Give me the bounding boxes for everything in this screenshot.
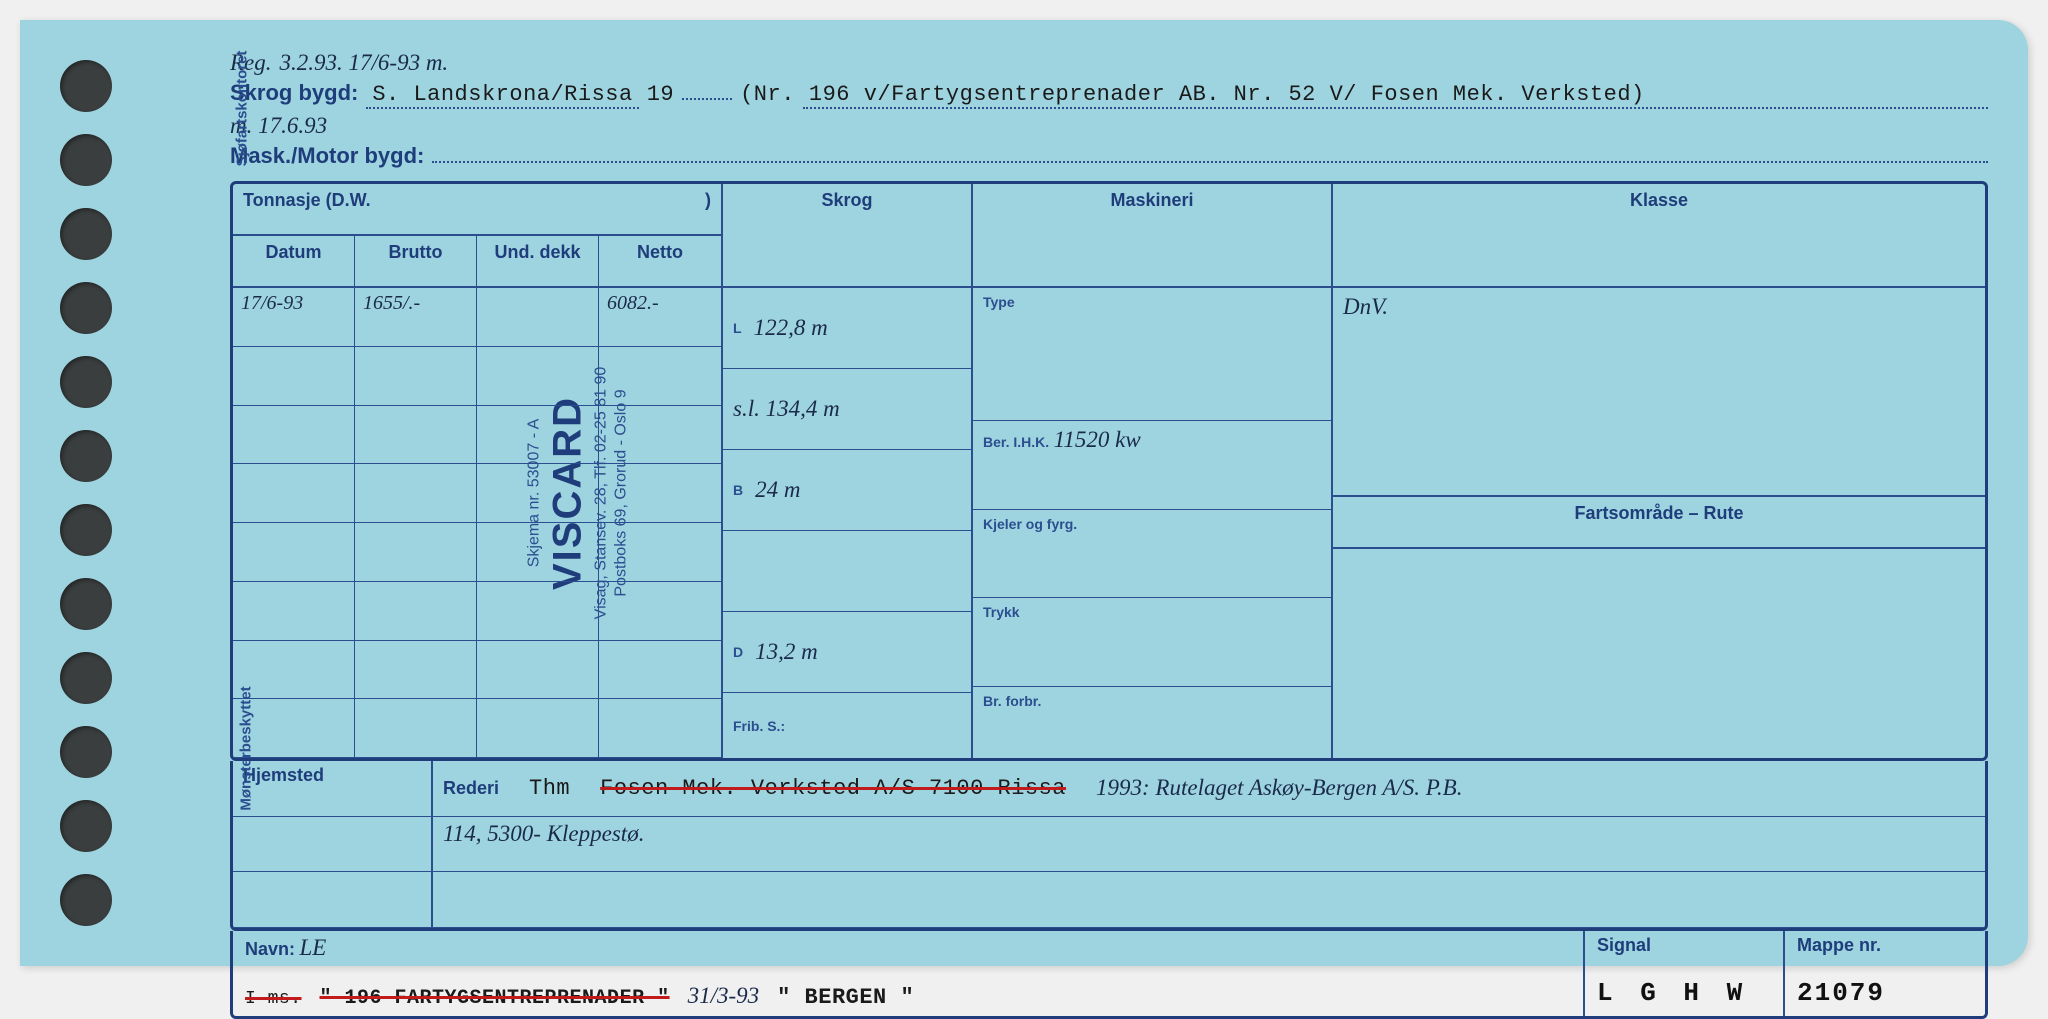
navn-label: Navn: bbox=[245, 939, 295, 959]
tonnasje-label: Tonnasje (D.W. bbox=[243, 190, 371, 228]
datum-val: 17/6-93 bbox=[233, 288, 355, 347]
brutto-label: Brutto bbox=[355, 236, 477, 286]
klasse-val: DnV. bbox=[1343, 294, 1388, 319]
fribs-label: Frib. S.: bbox=[733, 718, 785, 734]
kjeler-label: Kjeler og fyrg. bbox=[983, 516, 1077, 532]
mask-motor-bygd-label: Mask./Motor bygd: bbox=[230, 143, 424, 169]
navn-le: LE bbox=[299, 935, 326, 960]
label-sjofartskontoret: Sjøfartskontoret bbox=[233, 51, 250, 167]
B-label: B bbox=[733, 482, 743, 498]
main-grid: Tonnasje (D.W.) Datum Brutto Und. dekk N… bbox=[230, 181, 1988, 761]
ihk-val: 11520 kw bbox=[1054, 427, 1141, 452]
rederi-label: Rederi bbox=[443, 778, 499, 799]
ms-label: I ms. bbox=[245, 989, 302, 1009]
owner-grid: Hjemsted Rederi Thm Fosen Mek. Verksted … bbox=[230, 761, 1988, 931]
rederi-struck: Fosen Mek. Verksted A/S 7100 Rissa bbox=[600, 776, 1066, 801]
nr-value: 196 v/Fartygsentreprenader AB. Nr. 52 V/… bbox=[803, 82, 1988, 109]
datum-label: Datum bbox=[233, 236, 355, 286]
hjemsted-label: Hjemsted bbox=[243, 765, 324, 785]
name-date: 31/3-93 bbox=[688, 983, 760, 1009]
D-val: 13,2 m bbox=[755, 639, 818, 665]
year-prefix: 19 bbox=[647, 82, 674, 107]
reg-value: 3.2.93. 17/6-93 m. bbox=[280, 50, 449, 76]
netto-label: Netto bbox=[599, 236, 721, 286]
old-name: " 196 FARTYGSENTREPRENADER " bbox=[320, 987, 670, 1010]
L-label: L bbox=[733, 320, 742, 336]
rederi-hand: 1993: Rutelaget Askøy-Bergen A/S. P.B. bbox=[1096, 775, 1462, 801]
berihk-label: Ber. I.H.K. bbox=[983, 434, 1049, 450]
maskineri-label: Maskineri bbox=[1110, 190, 1193, 210]
bottom-bar: Navn: LE I ms. " 196 FARTYGSENTREPRENADE… bbox=[230, 931, 1988, 1019]
farts-label: Fartsområde – Rute bbox=[1574, 503, 1743, 523]
mappe-val: 21079 bbox=[1797, 978, 1885, 1008]
unddekk-label: Und. dekk bbox=[477, 236, 599, 286]
new-name: " BERGEN " bbox=[777, 985, 914, 1010]
mappe-label: Mappe nr. bbox=[1797, 935, 1881, 955]
signal-label: Signal bbox=[1597, 935, 1651, 955]
binder-holes bbox=[60, 40, 120, 946]
D-label: D bbox=[733, 644, 743, 660]
trykk-label: Trykk bbox=[983, 604, 1020, 620]
header-block: Reg. 3.2.93. 17/6-93 m. Skrog bygd: S. L… bbox=[230, 50, 1988, 169]
brutto-val: 1655/.- bbox=[355, 288, 477, 347]
sl-val: s.l. 134,4 m bbox=[733, 396, 840, 422]
ship-registry-card: Skjema nr. 53007 - A VISCARD Visag, Stan… bbox=[20, 20, 2028, 966]
signal-val: L G H W bbox=[1597, 978, 1748, 1008]
brforbr-label: Br. forbr. bbox=[983, 693, 1041, 709]
nr-label: (Nr. bbox=[740, 82, 795, 107]
klasse-label: Klasse bbox=[1630, 190, 1688, 210]
skrog-label: Skrog bbox=[821, 190, 872, 210]
netto-val: 6082.- bbox=[599, 288, 721, 347]
L-val: 122,8 m bbox=[754, 315, 828, 341]
B-val: 24 m bbox=[755, 477, 800, 503]
type-label: Type bbox=[983, 294, 1015, 310]
